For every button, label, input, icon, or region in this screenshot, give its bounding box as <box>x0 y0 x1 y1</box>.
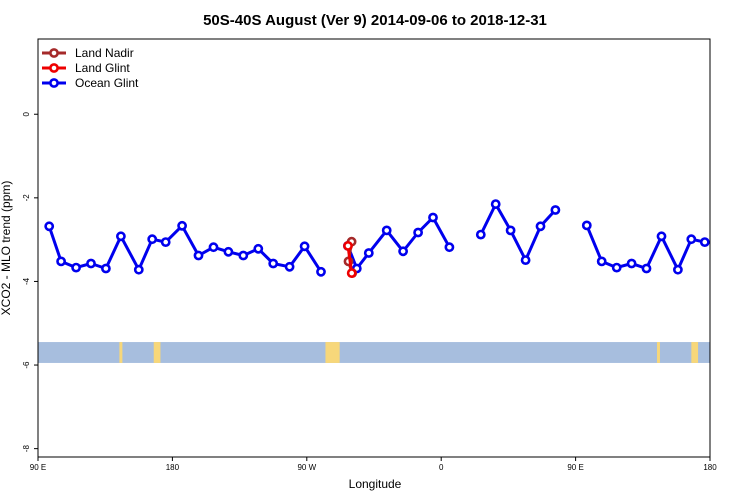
plot-frame <box>37 38 711 458</box>
data-point <box>147 234 158 245</box>
data-point <box>86 258 96 269</box>
data-point <box>699 237 710 247</box>
data-point <box>343 240 353 251</box>
y-tick-label: 0 <box>22 111 31 116</box>
data-point <box>413 227 423 238</box>
y-tick-label: -2 <box>22 194 31 202</box>
data-point <box>505 225 516 236</box>
series-layer <box>44 199 710 278</box>
data-point <box>71 262 81 273</box>
x-tick-label: 180 <box>703 463 717 472</box>
legend-label: Land Nadir <box>75 46 134 60</box>
data-point <box>363 248 374 258</box>
x-tick-label: 0 <box>439 463 444 472</box>
data-point <box>133 264 144 275</box>
series-land-glint <box>343 240 357 278</box>
x-axis: 90 E 180 90 W 0 90 E 180 <box>30 457 717 472</box>
data-point <box>398 246 408 257</box>
data-point <box>535 221 546 232</box>
data-point <box>268 258 279 269</box>
legend-label: Ocean Glint <box>75 76 139 90</box>
x-tick-label: 90 E <box>30 463 46 472</box>
data-point <box>253 243 264 254</box>
legend-marker <box>49 78 59 88</box>
land-patch <box>153 342 161 363</box>
data-point <box>116 231 126 242</box>
data-point <box>673 264 683 275</box>
data-point <box>284 261 295 272</box>
legend-label: Land Glint <box>75 61 130 75</box>
data-point <box>160 237 171 247</box>
legend-marker <box>49 63 59 73</box>
data-point <box>193 250 204 261</box>
data-point <box>381 225 392 236</box>
y-axis: 0 -2 -4 -6 -8 <box>22 111 38 452</box>
y-tick-label: -6 <box>22 361 31 369</box>
data-point <box>238 250 249 261</box>
data-point <box>641 263 652 274</box>
data-point <box>596 256 607 267</box>
data-point <box>611 262 622 273</box>
data-point <box>490 199 501 209</box>
series-line <box>346 216 451 270</box>
data-point <box>101 263 111 274</box>
data-point <box>428 212 438 223</box>
data-point <box>626 258 637 269</box>
series-ocean-glint <box>44 199 710 277</box>
land-patch <box>119 342 123 363</box>
data-point <box>520 255 531 265</box>
data-point <box>56 256 66 267</box>
land-patch <box>691 342 699 363</box>
x-tick-label: 180 <box>166 463 180 472</box>
y-axis-label: XCO2 - MLO trend (ppm) <box>0 181 13 316</box>
series-line <box>479 202 557 262</box>
data-point <box>177 220 187 231</box>
data-point <box>581 220 592 231</box>
ocean-land-band <box>38 342 710 363</box>
chart-title: 50S-40S August (Ver 9) 2014-09-06 to 201… <box>203 12 547 29</box>
legend-marker <box>49 48 59 58</box>
data-point <box>686 234 697 245</box>
data-point <box>44 221 55 232</box>
data-point <box>475 229 486 240</box>
data-point <box>550 205 561 215</box>
data-point <box>223 246 234 257</box>
y-tick-label: -8 <box>22 445 31 453</box>
x-tick-label: 90 W <box>297 463 316 472</box>
data-point <box>299 241 310 252</box>
data-point <box>208 242 219 253</box>
data-point <box>444 242 455 253</box>
x-axis-label: Longitude <box>349 477 402 491</box>
x-tick-label: 90 E <box>567 463 583 472</box>
land-patch <box>656 342 660 363</box>
data-point <box>316 266 326 277</box>
data-point <box>656 231 667 242</box>
land-patch <box>325 342 340 363</box>
data-point <box>346 268 357 278</box>
y-tick-label: -4 <box>22 277 31 285</box>
ocean-band <box>38 342 710 363</box>
